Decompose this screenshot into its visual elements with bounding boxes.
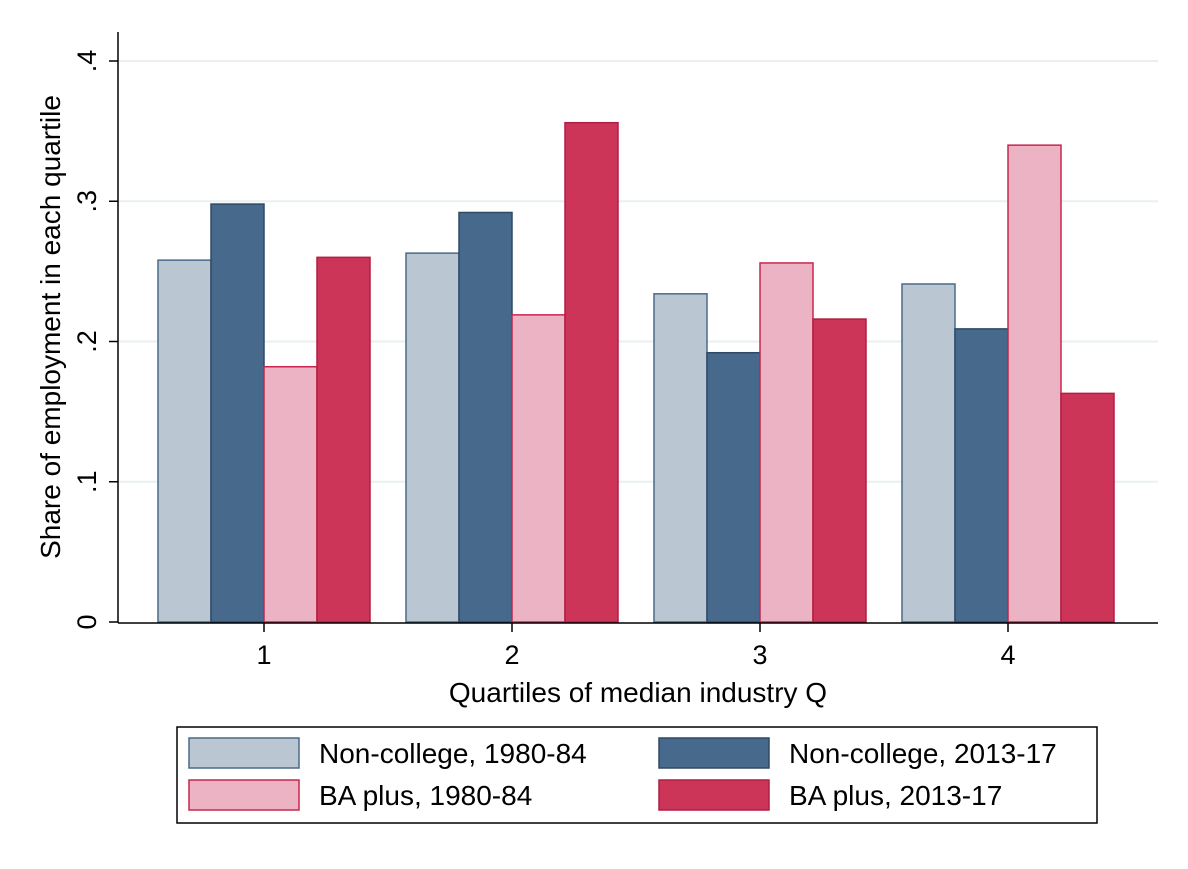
bar-4-cat-4 [1060,392,1115,623]
bar-1-cat-2 [405,252,460,623]
y-axis-title: Share of employment in each quartile [35,95,66,559]
y-tick-label: .3 [72,190,102,213]
bar-3-cat-1 [263,365,318,623]
legend: Non-college, 1980-84 Non-college, 2013-17… [176,726,1098,824]
x-tick-label: 1 [256,640,271,670]
bar-4-cat-1 [316,256,371,623]
legend-label: Non-college, 1980-84 [319,738,587,769]
bar-2-cat-4 [954,328,1009,623]
legend-label: Non-college, 2013-17 [789,738,1057,769]
bar-2-cat-1 [210,203,265,623]
x-tick-label: 3 [752,640,767,670]
bar-1-cat-3 [653,293,708,623]
legend-label: BA plus, 2013-17 [789,780,1002,811]
legend-swatch [188,779,300,811]
bar-3-cat-3 [759,262,814,623]
y-tick-label: 0 [72,614,102,629]
bar-2-cat-2 [458,211,513,623]
y-tick-label: .4 [72,50,102,73]
legend-label: BA plus, 1980-84 [319,780,532,811]
legend-swatch [658,737,770,769]
bars [157,121,1115,623]
bar-4-cat-3 [812,318,867,623]
x-tick-label: 4 [1000,640,1015,670]
legend-swatch [658,779,770,811]
bar-3-cat-4 [1007,144,1062,623]
legend-frame [176,726,1098,824]
bar-4-cat-2 [564,121,619,623]
bar-2-cat-3 [706,351,761,623]
x-ticks: 1 2 3 4 [256,623,1016,670]
x-axis-title: Quartiles of median industry Q [449,677,827,708]
y-ticks: 0 .1 .2 .3 .4 [72,50,118,630]
axes [117,32,1158,624]
x-tick-label: 2 [504,640,519,670]
legend-swatch [188,737,300,769]
bar-1-cat-4 [901,283,956,623]
bar-3-cat-2 [511,314,566,623]
y-tick-label: .2 [72,330,102,353]
bar-1-cat-1 [157,259,212,623]
y-tick-label: .1 [72,470,102,493]
